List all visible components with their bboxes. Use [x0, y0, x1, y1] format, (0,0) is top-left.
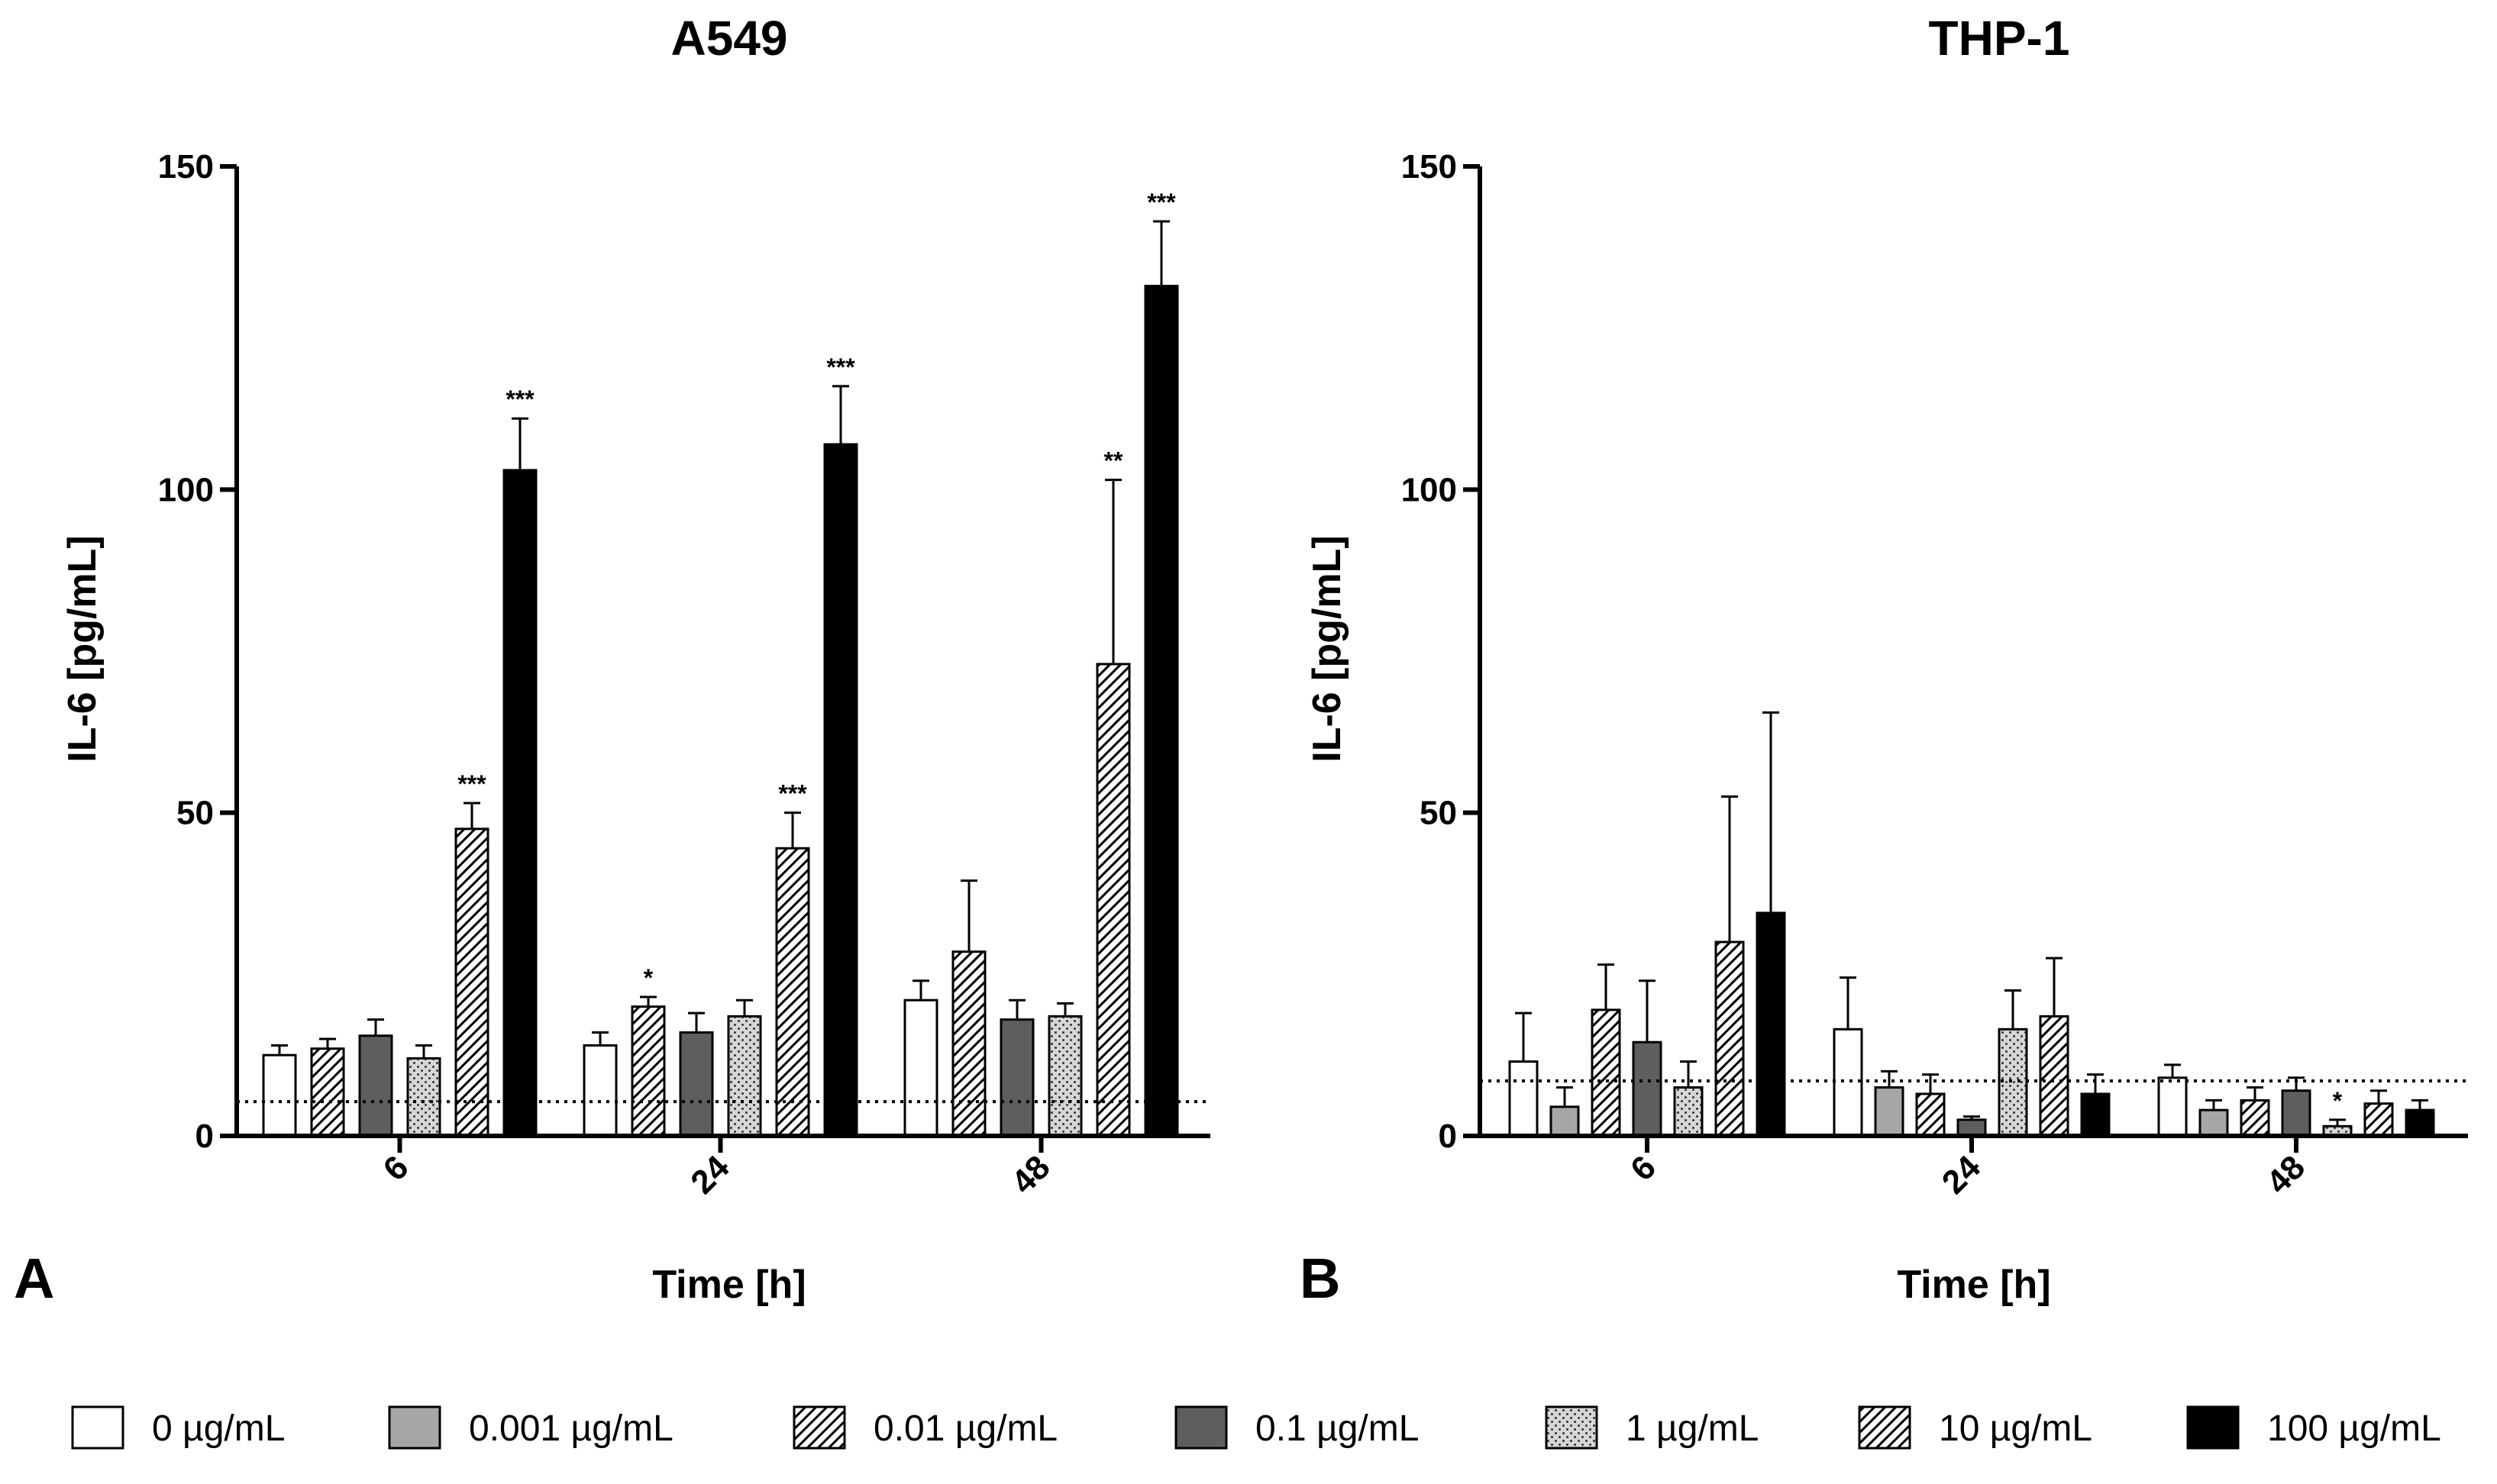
legend-label: 0 µg/mL	[152, 1408, 285, 1449]
significance-label: **	[1104, 447, 1123, 475]
y-tick-label: 0	[1439, 1118, 1457, 1155]
panel-a549: A549 IL-6 [pg/mL] Time [h] A 050100150**…	[14, 11, 1210, 1310]
bar	[679, 1031, 714, 1137]
bar	[1549, 1105, 1580, 1137]
x-tick-label: 48	[2260, 1148, 2312, 1201]
y-tick-label: 0	[195, 1118, 214, 1155]
legend-swatch	[1545, 1405, 1598, 1450]
bar	[1508, 1060, 1539, 1137]
legend-swatch	[793, 1405, 846, 1450]
x-tick-label: 24	[1935, 1148, 1988, 1202]
legend-label: 10 µg/mL	[1939, 1408, 2092, 1449]
bar	[1756, 911, 1786, 1137]
bar	[1956, 1118, 1987, 1137]
legend-label: 0.1 µg/mL	[1255, 1408, 1419, 1449]
bar	[2405, 1108, 2435, 1137]
panel-letter: B	[1300, 1247, 1340, 1310]
bar	[2039, 1015, 2069, 1137]
bar	[903, 998, 938, 1137]
bar	[1096, 663, 1131, 1137]
bar	[1048, 1015, 1083, 1137]
bar	[583, 1044, 618, 1137]
legend: 0 µg/mL 0.001 µg/mL 0.01 µg/mL 0.1 µg/mL 1 µ…	[71, 1405, 2441, 1450]
bar	[1632, 1040, 1662, 1137]
y-tick-label: 50	[1420, 795, 1457, 832]
bar	[1874, 1086, 1904, 1137]
bar	[2281, 1089, 2311, 1137]
x-tick-label: 6	[376, 1148, 416, 1188]
x-tick-label: 48	[1004, 1148, 1057, 1201]
plot-area: 0 50 100 150 6 24 * 48	[1401, 148, 2468, 1202]
bar	[502, 469, 538, 1137]
legend-swatch	[71, 1405, 124, 1450]
significance-label: ***	[1147, 189, 1176, 216]
legend-swatch	[388, 1405, 441, 1450]
bar	[2363, 1102, 2394, 1137]
bar	[1000, 1018, 1035, 1137]
x-tick-label: 24	[683, 1148, 737, 1202]
significance-label: *	[644, 964, 654, 992]
significance-label: ***	[778, 780, 807, 808]
panel-thp1: THP-1 IL-6 [pg/mL] Time [h] B 0 50 100 150 6…	[1300, 11, 2468, 1310]
bar	[1998, 1028, 2028, 1137]
legend-label: 0.001 µg/mL	[469, 1408, 674, 1449]
x-axis-label: Time [h]	[652, 1263, 806, 1307]
y-tick-label: 100	[158, 471, 214, 508]
bar	[2157, 1076, 2188, 1137]
bar	[1591, 1008, 1621, 1137]
bar	[406, 1057, 441, 1137]
bar	[823, 443, 858, 1137]
chart-title: THP-1	[1929, 11, 2070, 66]
bar	[1144, 285, 1179, 1137]
legend-swatch	[1174, 1405, 1228, 1450]
legend-label: 1 µg/mL	[1626, 1408, 1759, 1449]
bar	[2080, 1092, 2111, 1137]
bar	[1833, 1028, 1863, 1137]
bar	[775, 847, 810, 1137]
x-tick-label: 6	[1623, 1148, 1663, 1188]
legend-swatch	[1858, 1405, 1911, 1450]
y-axis-label: IL-6 [pg/mL]	[1305, 535, 1349, 763]
panel-letter: A	[14, 1247, 54, 1310]
bar	[2240, 1098, 2270, 1137]
bar	[358, 1034, 393, 1137]
bar	[454, 827, 489, 1137]
bar	[1673, 1086, 1704, 1137]
y-axis-label: IL-6 [pg/mL]	[60, 535, 105, 763]
significance-label: ***	[506, 386, 535, 413]
bar	[262, 1053, 297, 1137]
bar	[951, 950, 987, 1137]
y-tick-label: 150	[158, 148, 214, 186]
y-tick-label: 50	[176, 795, 214, 832]
bar	[310, 1047, 345, 1137]
y-tick-label: 150	[1401, 148, 1457, 186]
bar	[1714, 940, 1745, 1137]
chart-title: A549	[671, 11, 788, 66]
bar	[631, 1005, 666, 1137]
legend-label: 100 µg/mL	[2267, 1408, 2441, 1449]
bar	[1915, 1092, 1946, 1137]
significance-label: *	[2333, 1087, 2343, 1115]
x-axis-label: Time [h]	[1897, 1263, 2050, 1307]
y-tick-label: 100	[1401, 471, 1457, 508]
legend-swatch	[2186, 1405, 2240, 1450]
legend-label: 0.01 µg/mL	[874, 1408, 1058, 1449]
bar	[727, 1015, 762, 1137]
significance-label: ***	[826, 353, 855, 381]
bar	[2198, 1108, 2229, 1137]
significance-label: ***	[457, 770, 486, 798]
